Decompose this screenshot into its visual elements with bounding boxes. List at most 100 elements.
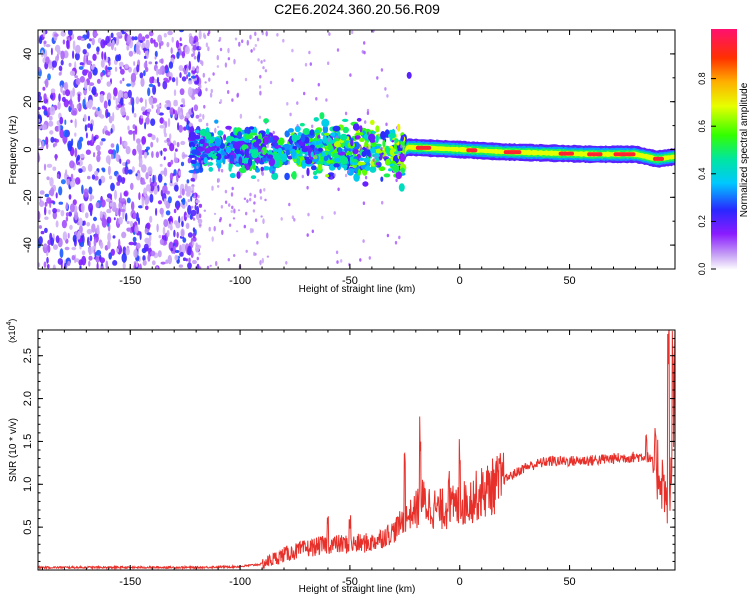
heatmap-cell (100, 266, 104, 269)
heatmap-cell (53, 244, 58, 250)
heatmap-cell (147, 87, 151, 97)
heatmap-cell (342, 126, 349, 134)
heatmap-cell (38, 210, 41, 221)
heatmap-cell (375, 162, 380, 166)
heatmap-cell (225, 125, 232, 130)
heatmap-cell (139, 97, 144, 103)
heatmap-cell (196, 263, 200, 269)
heatmap-cell (156, 106, 160, 116)
heatmap-cell (211, 155, 218, 160)
heatmap-cell (180, 140, 186, 146)
heatmap-cell (89, 234, 93, 242)
heatmap-cell (179, 72, 182, 79)
heatmap-cell (333, 211, 336, 215)
heatmap-cell (170, 159, 174, 165)
heatmap-cell (244, 127, 251, 135)
heatmap-cell (106, 216, 112, 224)
heatmap-cell (288, 128, 294, 133)
heatmap-cell (148, 83, 154, 88)
heatmap-cell (244, 77, 248, 82)
heatmap-cell (118, 61, 124, 67)
heatmap-cell (123, 141, 128, 148)
heatmap-cell (227, 158, 230, 162)
heatmap-cell (191, 53, 194, 58)
heatmap-cell (110, 143, 115, 148)
heatmap-cell (287, 161, 291, 165)
heatmap-cell (205, 87, 208, 92)
heatmap-cell (238, 41, 241, 47)
y-tick-label: 2.0 (22, 391, 34, 406)
heatmap-cell (121, 231, 127, 239)
heatmap-cell (110, 248, 116, 256)
heatmap-cell (261, 257, 264, 264)
heatmap-cell (127, 169, 133, 175)
heatmap-cell (369, 165, 377, 173)
heatmap-cell (299, 122, 305, 127)
heatmap-cell (219, 99, 223, 104)
heatmap-cell (334, 157, 341, 162)
heatmap-cell (39, 190, 45, 195)
heatmap-cell (340, 133, 348, 141)
heatmap-hot-segment (558, 151, 574, 156)
heatmap-cell (85, 149, 91, 155)
heatmap-cell (188, 257, 191, 263)
heatmap-cell (77, 230, 81, 240)
heatmap-cell (234, 37, 238, 41)
heatmap-cell (285, 261, 288, 265)
heatmap-cell (311, 165, 317, 171)
heatmap-cell (78, 217, 83, 227)
heatmap-cell (78, 168, 83, 173)
heatmap-cell (385, 158, 391, 166)
heatmap-cell (125, 247, 130, 256)
heatmap-cell (332, 125, 341, 132)
heatmap-cell (87, 123, 91, 128)
heatmap-cell (236, 93, 239, 98)
heatmap-cell (75, 77, 81, 86)
heatmap-cell (123, 191, 128, 197)
heatmap-cell (193, 140, 198, 145)
heatmap-cell (231, 98, 234, 102)
heatmap-cell (374, 155, 377, 159)
snr-x-label: Height of straight line (km) (299, 584, 416, 595)
heatmap-cell (243, 157, 250, 164)
heatmap-cell (179, 112, 183, 116)
heatmap-cell (190, 159, 197, 164)
heatmap-cell (148, 233, 152, 242)
heatmap-cell (375, 125, 380, 133)
heatmap-cell (99, 257, 106, 264)
heatmap-cell (246, 199, 249, 203)
heatmap-cell (141, 164, 147, 173)
heatmap-cell (101, 51, 104, 60)
heatmap-cell (181, 229, 185, 237)
heatmap-cell (49, 94, 54, 100)
colorbar-tick-label: 0.0 (697, 263, 707, 276)
heatmap-cell (95, 144, 101, 152)
heatmap-cell (263, 118, 269, 124)
heatmap-cell (253, 201, 256, 205)
heatmap-cell (228, 154, 235, 162)
heatmap-cell (219, 47, 223, 52)
heatmap-cell (147, 133, 153, 138)
heatmap-cell (359, 125, 363, 133)
heatmap-cell (79, 153, 85, 159)
heatmap-cell (167, 217, 172, 222)
heatmap-cell (364, 120, 367, 124)
heatmap-cell (206, 122, 209, 127)
heatmap-cell (148, 30, 154, 37)
heatmap-cell (380, 176, 384, 182)
heatmap-cell (291, 48, 294, 53)
heatmap-cell (188, 122, 193, 127)
heatmap-cell (43, 93, 47, 101)
heatmap-cell (231, 186, 234, 191)
heatmap-cell (317, 164, 323, 171)
heatmap-cell (336, 135, 339, 139)
heatmap-cell (214, 119, 219, 124)
heatmap-cell (367, 131, 370, 136)
heatmap-cell (70, 119, 73, 124)
heatmap-cell (58, 72, 62, 76)
heatmap-cell (100, 72, 104, 77)
heatmap-cell (97, 106, 100, 112)
heatmap-cell (150, 250, 156, 257)
heatmap-cell (193, 88, 199, 95)
y-tick-label: 0 (22, 146, 34, 152)
